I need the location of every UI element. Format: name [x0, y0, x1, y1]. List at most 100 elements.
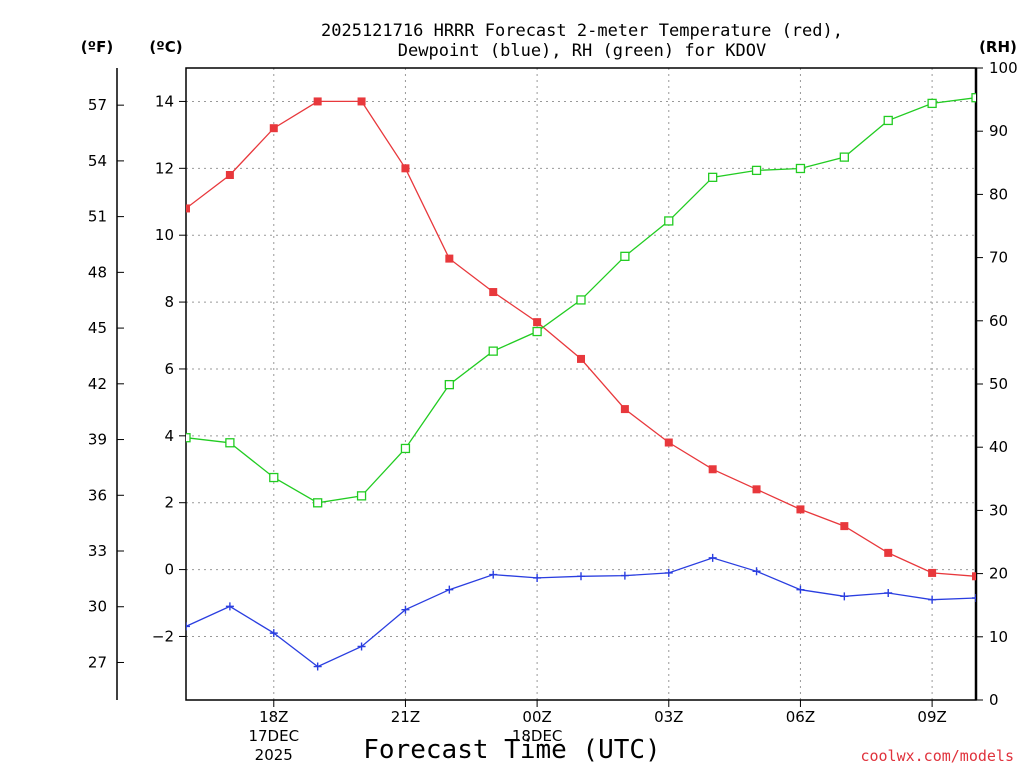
rh-point [186, 433, 191, 443]
temperature-point [884, 548, 893, 557]
dewpoint-point [489, 570, 498, 579]
credit-link[interactable]: coolwx.com/models [860, 747, 1014, 765]
rh-tick-label: 50 [989, 375, 1008, 393]
rh-point [576, 295, 586, 305]
rh-point [751, 165, 762, 176]
dewpoint-point [708, 553, 717, 562]
time-date-label: 17DEC [248, 727, 299, 745]
rh-point [400, 443, 411, 454]
rh-point [356, 491, 367, 501]
temperature-point [533, 318, 542, 327]
celsius-tick-label: 2 [164, 494, 174, 512]
rh-tick-label: 30 [989, 501, 1008, 519]
temperature-point [186, 204, 190, 213]
time-tick-label: 09Z [917, 708, 946, 726]
rh-tick-label: 60 [989, 312, 1008, 330]
dewpoint-point [445, 585, 454, 594]
dewpoint-point [357, 642, 366, 651]
fahrenheit-tick-label: 42 [88, 375, 107, 393]
temperature-point [357, 97, 366, 106]
temperature-point [313, 97, 322, 106]
rh-point [532, 326, 542, 337]
dewpoint-point [401, 605, 410, 614]
celsius-unit-label: (ºC) [149, 38, 182, 56]
dewpoint-point [269, 629, 278, 638]
temperature-point [708, 465, 717, 474]
dewpoint-point [884, 588, 893, 597]
rh-point [971, 93, 976, 103]
temperature-point [620, 405, 629, 414]
fahrenheit-tick-label: 51 [88, 208, 107, 226]
rh-point [444, 379, 454, 390]
temperature-point [972, 572, 976, 581]
dewpoint-point [620, 571, 629, 580]
rh-tick-label: 70 [989, 249, 1008, 267]
dewpoint-point [313, 662, 322, 671]
fahrenheit-tick-label: 36 [88, 486, 107, 504]
dewpoint-point [840, 592, 849, 601]
time-tick-label: 00Z [522, 708, 551, 726]
temperature-line [186, 100, 976, 577]
rh-tick-label: 80 [989, 185, 1008, 203]
series-layer [186, 86, 1024, 671]
dewpoint-point [664, 568, 673, 577]
celsius-tick-label: 4 [164, 427, 174, 445]
dewpoint-point [577, 572, 585, 581]
rh-line [186, 97, 976, 504]
fahrenheit-tick-label: 30 [88, 598, 107, 616]
temperature-point [840, 522, 849, 531]
rh-point [839, 152, 849, 162]
plot-frame [185, 67, 977, 701]
rh-point [927, 98, 937, 109]
rh-point [313, 498, 323, 508]
dewpoint-point [533, 573, 542, 582]
rh-point [883, 115, 893, 126]
celsius-axis: −2 0 2 4 6 8 10 12 14 [152, 92, 186, 645]
rh-point [1016, 86, 1024, 94]
temperature-point [664, 438, 673, 447]
rh-tick-label: 20 [989, 565, 1008, 583]
temperature-point [752, 485, 761, 494]
celsius-tick-label: 10 [155, 226, 174, 244]
fahrenheit-tick-label: 27 [88, 653, 107, 671]
fahrenheit-tick-label: 54 [88, 152, 107, 170]
temperature-point [401, 164, 410, 173]
rh-tick-label: 10 [989, 628, 1008, 646]
temperature-point [928, 568, 937, 577]
chart-title-line-1: 2025121716 HRRR Forecast 2-meter Tempera… [321, 21, 843, 41]
temperature-point [269, 124, 278, 133]
fahrenheit-tick-label: 57 [88, 96, 107, 114]
celsius-tick-label: 0 [164, 561, 174, 579]
rh-point [620, 251, 630, 261]
fahrenheit-tick-label: 45 [88, 319, 107, 337]
time-tick-label: 21Z [391, 708, 420, 726]
fahrenheit-tick-label: 39 [88, 431, 107, 449]
x-axis-title: Forecast Time (UTC) [363, 735, 660, 765]
dewpoint-point [186, 622, 190, 631]
temperature-point [577, 354, 585, 363]
grid-lines [186, 68, 976, 700]
time-tick-label: 06Z [786, 708, 815, 726]
time-date-label: 2025 [255, 746, 293, 764]
rh-tick-label: 0 [989, 691, 999, 709]
time-tick-label: 18Z [259, 708, 288, 726]
fahrenheit-tick-label: 33 [88, 542, 107, 560]
dewpoint-point [972, 594, 976, 603]
rh-point [225, 438, 235, 448]
fahrenheit-tick-label: 48 [88, 263, 107, 281]
rh-tick-label: 90 [989, 122, 1008, 140]
temperature-point [225, 171, 234, 180]
rh-point [269, 472, 279, 483]
dewpoint-point [796, 585, 805, 594]
temperature-point [796, 505, 805, 514]
temperature-point [445, 254, 454, 263]
rh-point [795, 163, 806, 174]
celsius-tick-label: 12 [155, 159, 174, 177]
celsius-tick-label: 6 [164, 360, 174, 378]
dewpoint-line [186, 557, 976, 668]
temperature-point [489, 288, 498, 297]
rh-tick-label: 40 [989, 438, 1008, 456]
dewpoint-point [928, 595, 937, 604]
